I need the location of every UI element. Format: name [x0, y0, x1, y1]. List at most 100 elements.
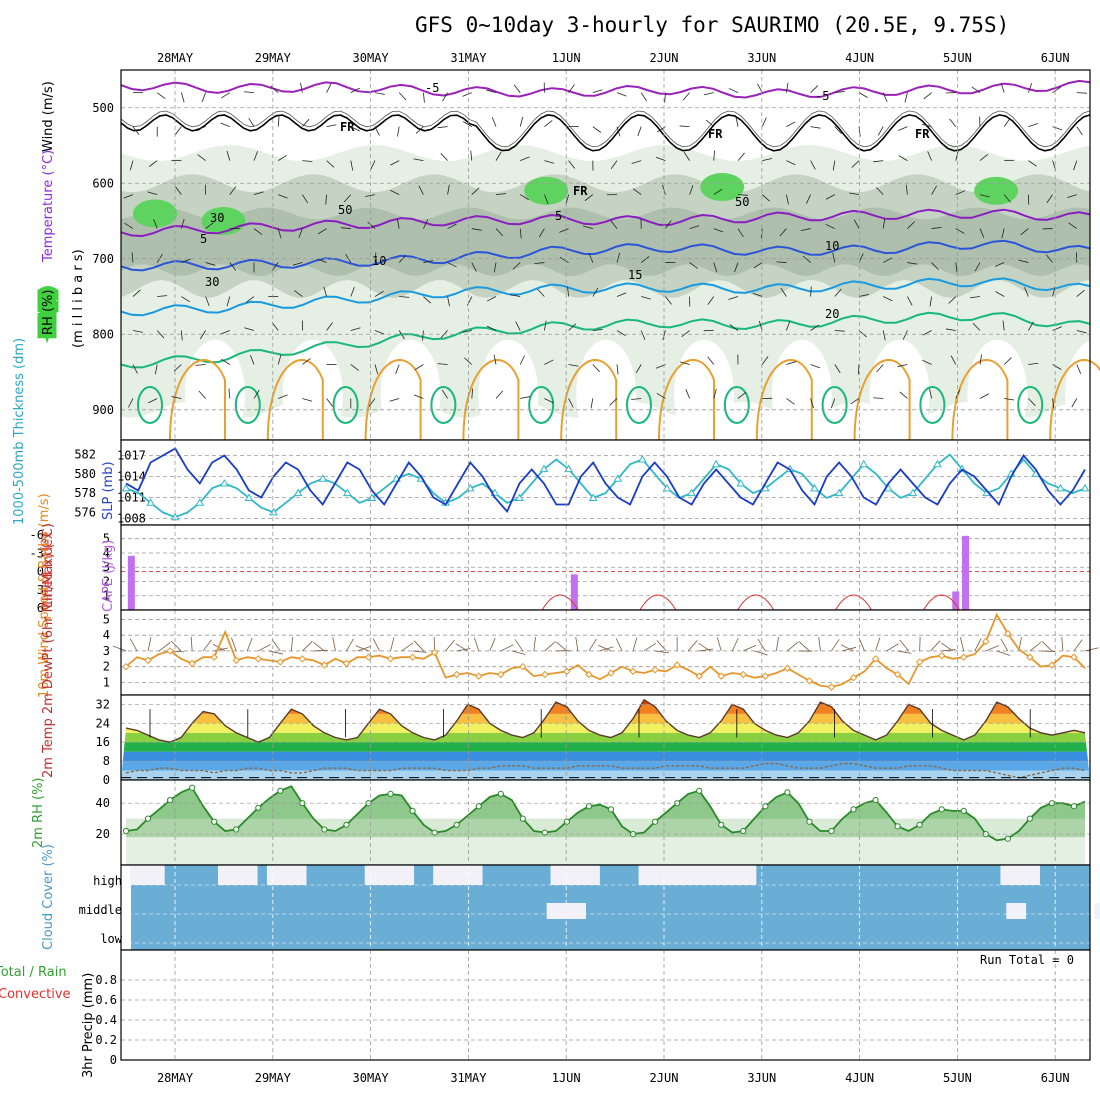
wind10m-barb: [355, 645, 369, 652]
wind-barb: [229, 186, 237, 195]
wind-barb: [423, 219, 429, 229]
wind-barb: [294, 290, 303, 297]
wind-barb: [148, 160, 158, 167]
wind10m-line-marker: [783, 664, 792, 672]
wind10m-barb: [798, 641, 810, 652]
wind-barb: [1028, 160, 1037, 167]
date-label-bottom: 30MAY: [353, 1071, 390, 1085]
wind-barb: [1052, 326, 1062, 331]
wind-barb: [832, 252, 836, 263]
wind-barb: [365, 194, 376, 197]
wind-barb: [590, 398, 594, 409]
thickness-line-marker: [736, 479, 746, 487]
wind-barb: [491, 117, 497, 127]
wind-barb: [350, 327, 361, 331]
wind-barb: [493, 354, 497, 365]
wind10m-line-marker: [739, 670, 747, 679]
wind10m-line-marker: [232, 656, 240, 665]
wind-barb: [221, 358, 231, 365]
wind-barb: [195, 126, 206, 130]
wind-barb: [979, 228, 985, 238]
wind-barb: [1020, 228, 1029, 236]
wind-barb: [226, 296, 231, 307]
cape-bar: [952, 591, 960, 610]
temperature-label: -5: [815, 89, 829, 103]
wind10m-barb: [412, 650, 427, 653]
date-label-top: 5JUN: [943, 51, 972, 65]
wind-barb: [148, 398, 158, 404]
temp-tick-label: 24: [96, 716, 110, 730]
wind10m-line-marker: [607, 669, 615, 677]
wind-barb: [707, 356, 715, 365]
wind-barb: [390, 160, 400, 166]
wind-barb: [902, 330, 908, 340]
wind-tick-label: 4: [103, 628, 110, 642]
contour-20-loop: [821, 386, 848, 424]
rh-line-marker: [607, 806, 615, 813]
wind-barb: [510, 294, 521, 297]
wind-barb: [486, 325, 497, 331]
wind-barb: [278, 194, 288, 199]
contour-20-loop: [1017, 386, 1044, 424]
wind10m-line-marker: [144, 656, 152, 665]
cloud-panel: high middle low: [79, 864, 1100, 951]
wind-tick-label: 1: [103, 675, 110, 689]
dry-area: [282, 339, 343, 450]
wind-barb: [679, 361, 690, 365]
wind10m-barb: [271, 639, 281, 652]
wind10m-barb: [372, 638, 380, 652]
wind-barb: [979, 393, 990, 399]
wind10m-barb: [787, 641, 799, 652]
li-curve: [835, 594, 872, 611]
high-cloud-gap: [550, 865, 600, 885]
wind10m-line-marker: [386, 655, 395, 663]
rh-band-70: [121, 207, 1090, 277]
wind-barb: [761, 117, 767, 127]
wind-barb: [979, 194, 990, 198]
precip-conv-label: Convective: [0, 987, 71, 1002]
thickness-line-marker: [933, 459, 942, 468]
contour-20-loop: [332, 386, 359, 424]
rh-line-marker: [916, 821, 923, 828]
rh2m-panel: 40 20: [96, 779, 1091, 866]
wind10m-barb: [158, 642, 171, 652]
wind-barb: [640, 256, 650, 263]
thickness-line-marker: [293, 488, 303, 497]
panel-background: [121, 610, 1090, 695]
thickness-line-marker: [219, 479, 229, 487]
cape-tick-label: 3: [103, 560, 110, 574]
rh-tick-label: 40: [96, 796, 110, 810]
wind-tick-label: 3: [103, 644, 110, 658]
thickness-line-marker: [613, 474, 623, 482]
thickness-line-marker: [539, 464, 549, 473]
wind10m-line-marker: [408, 653, 417, 661]
wind-barb: [588, 253, 594, 263]
wind-barb: [350, 364, 360, 371]
wind10m-barb: [190, 636, 193, 651]
wind10m-barb: [445, 639, 455, 652]
wind-barb: [374, 364, 379, 375]
wind10m-barb: [246, 637, 253, 652]
wind-barb: [447, 223, 457, 229]
wind-barb: [584, 194, 594, 202]
wind-barb: [132, 289, 141, 297]
temperature-contour: [120, 79, 1091, 99]
wind10m-line-marker: [827, 683, 836, 691]
rh-line-marker: [938, 806, 945, 813]
wind-barb: [955, 228, 965, 234]
temperature-line: [125, 698, 1086, 743]
wind10m-line-marker: [585, 670, 593, 679]
pressure-tick-label: 500: [92, 101, 114, 115]
li-curve: [541, 594, 579, 611]
dry-area: [869, 339, 930, 450]
wind-barb: [326, 124, 337, 128]
wind10m-panel: 5 4 3 21: [103, 609, 1099, 696]
wind-barb: [422, 330, 424, 341]
thickness-line-marker: [810, 483, 819, 492]
wind-barb: [737, 194, 749, 196]
cape-bar: [127, 555, 135, 610]
cape-ylabel: CAPE (J/kg): [101, 540, 116, 612]
wind-barb: [786, 194, 789, 205]
thickness-line-marker: [662, 483, 672, 492]
wind-barb: [228, 388, 231, 399]
